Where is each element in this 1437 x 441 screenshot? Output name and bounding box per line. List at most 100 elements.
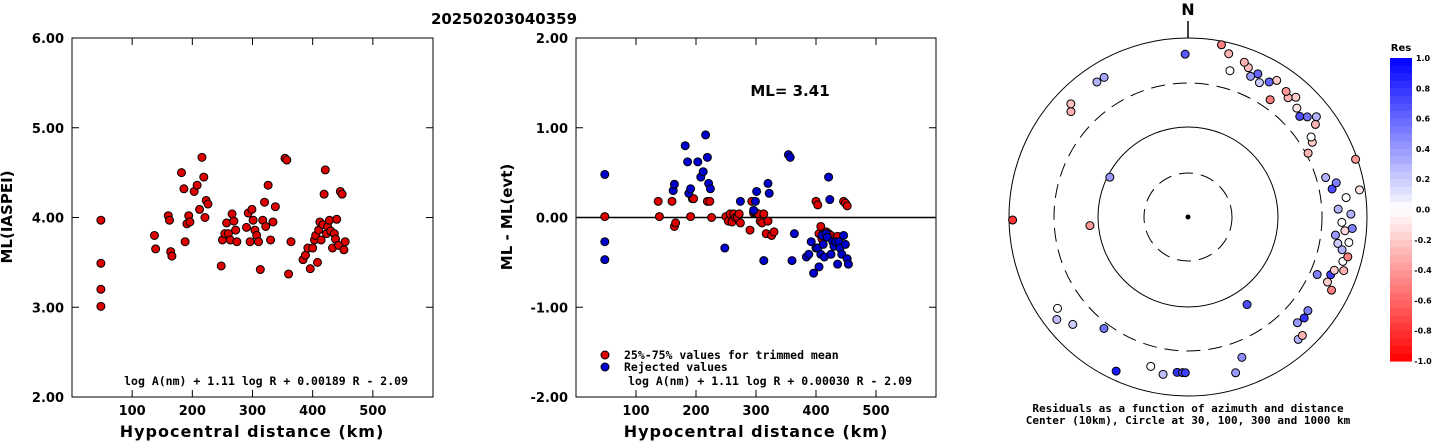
station-point: [1306, 132, 1316, 142]
y-tick-label: 3.00: [32, 301, 64, 316]
data-point-residual: [814, 262, 824, 272]
station-point: [1225, 66, 1235, 76]
data-point-ml: [305, 264, 315, 274]
station-point: [1331, 178, 1341, 188]
data-point-residual: [825, 195, 835, 205]
colorbar-segment: [1390, 224, 1412, 233]
x-tick-label: 100: [622, 404, 649, 419]
colorbar-segment: [1390, 65, 1412, 74]
station-point: [1099, 324, 1109, 334]
data-point-residual: [705, 196, 715, 206]
colorbar-segment: [1390, 141, 1412, 150]
data-point-residual: [702, 152, 712, 162]
station-point: [1297, 330, 1307, 340]
data-point-residual: [840, 239, 850, 249]
station-point: [1327, 285, 1337, 295]
data-point-ml: [199, 172, 209, 182]
data-point-ml: [180, 237, 190, 247]
data-point-residual: [653, 196, 663, 206]
colorbar-segment: [1390, 171, 1412, 180]
data-point-residual: [705, 184, 715, 194]
data-point-ml: [195, 204, 205, 214]
points-azimuth: [1008, 40, 1364, 379]
y-tick-label: 2.00: [536, 32, 568, 47]
station-point: [1111, 366, 1121, 376]
data-point-residual: [763, 178, 773, 188]
data-point-residual: [759, 209, 769, 219]
station-point: [1254, 78, 1264, 88]
station-point: [1347, 223, 1357, 233]
colorbar-segment: [1390, 186, 1412, 195]
station-point: [1008, 215, 1018, 225]
station-point: [1333, 204, 1343, 214]
data-point-ml: [231, 225, 241, 235]
data-point-ml: [268, 217, 278, 227]
station-point: [1351, 154, 1361, 164]
x-tick-label: 400: [802, 404, 829, 419]
colorbar-tick-label: -1.0: [1414, 357, 1432, 366]
colorbar-segment: [1390, 133, 1412, 142]
data-point-residual: [764, 188, 774, 198]
station-point: [1099, 72, 1109, 82]
data-point-ml: [96, 301, 106, 311]
colorbar-segment: [1390, 179, 1412, 188]
x-tick-label: 200: [682, 404, 709, 419]
data-point-ml: [96, 215, 106, 225]
data-point-residual: [600, 169, 610, 179]
data-point-residual: [789, 229, 799, 239]
colorbar-segment: [1390, 277, 1412, 286]
station-point: [1346, 209, 1356, 219]
data-point-ml: [222, 218, 232, 228]
station-point: [1343, 252, 1353, 262]
station-point: [1264, 77, 1274, 87]
colorbar-segment: [1390, 209, 1412, 218]
colorbar-segment: [1390, 315, 1412, 324]
colorbar-tick-label: 0.6: [1416, 115, 1431, 124]
data-point-ml: [337, 189, 347, 199]
station-point: [1216, 40, 1226, 50]
data-point-ml: [254, 237, 264, 247]
station-point: [1239, 57, 1249, 67]
colorbar-segment: [1390, 164, 1412, 173]
station-point: [1310, 119, 1320, 129]
station-point: [1354, 185, 1364, 195]
colorbar-tick-label: -0.6: [1414, 296, 1432, 305]
figure-title: 20250203040359: [431, 10, 577, 28]
station-point: [1180, 49, 1190, 59]
data-point-residual: [693, 157, 703, 167]
station-point: [1237, 352, 1247, 362]
data-point-ml: [286, 237, 296, 247]
data-point-ml: [185, 217, 195, 227]
data-point-ml: [312, 257, 322, 267]
station-point: [1053, 303, 1063, 313]
data-point-residual: [734, 209, 744, 219]
station-point: [1242, 300, 1252, 310]
points-ml: [96, 152, 350, 311]
data-point-ml: [260, 197, 270, 207]
data-point-residual: [745, 225, 755, 235]
colorbar-segment: [1390, 232, 1412, 241]
colorbar-segment: [1390, 194, 1412, 203]
colorbar-segment: [1390, 111, 1412, 120]
colorbar-segment: [1390, 270, 1412, 279]
colorbar-tick-label: -0.4: [1414, 266, 1432, 275]
colorbar-segment: [1390, 300, 1412, 309]
y-tick-label: -1.00: [531, 301, 568, 316]
data-point-residual: [735, 218, 745, 228]
x-tick-label: 300: [239, 404, 266, 419]
colorbar-tick-label: 0.8: [1416, 84, 1431, 93]
data-point-residual: [735, 196, 745, 206]
data-point-residual: [763, 216, 773, 226]
station-point: [1303, 306, 1313, 316]
points-residual: [600, 130, 853, 278]
caption-line-2: Center (10km), Circle at 30, 100, 300 an…: [1026, 414, 1351, 427]
station-point: [1292, 103, 1302, 113]
data-point-residual: [671, 218, 681, 228]
colorbar-segment: [1390, 323, 1412, 332]
colorbar-segment: [1390, 148, 1412, 158]
data-point-residual: [833, 259, 843, 269]
colorbar-segment: [1390, 80, 1412, 89]
station-point: [1292, 318, 1302, 328]
station-point: [1329, 265, 1339, 275]
